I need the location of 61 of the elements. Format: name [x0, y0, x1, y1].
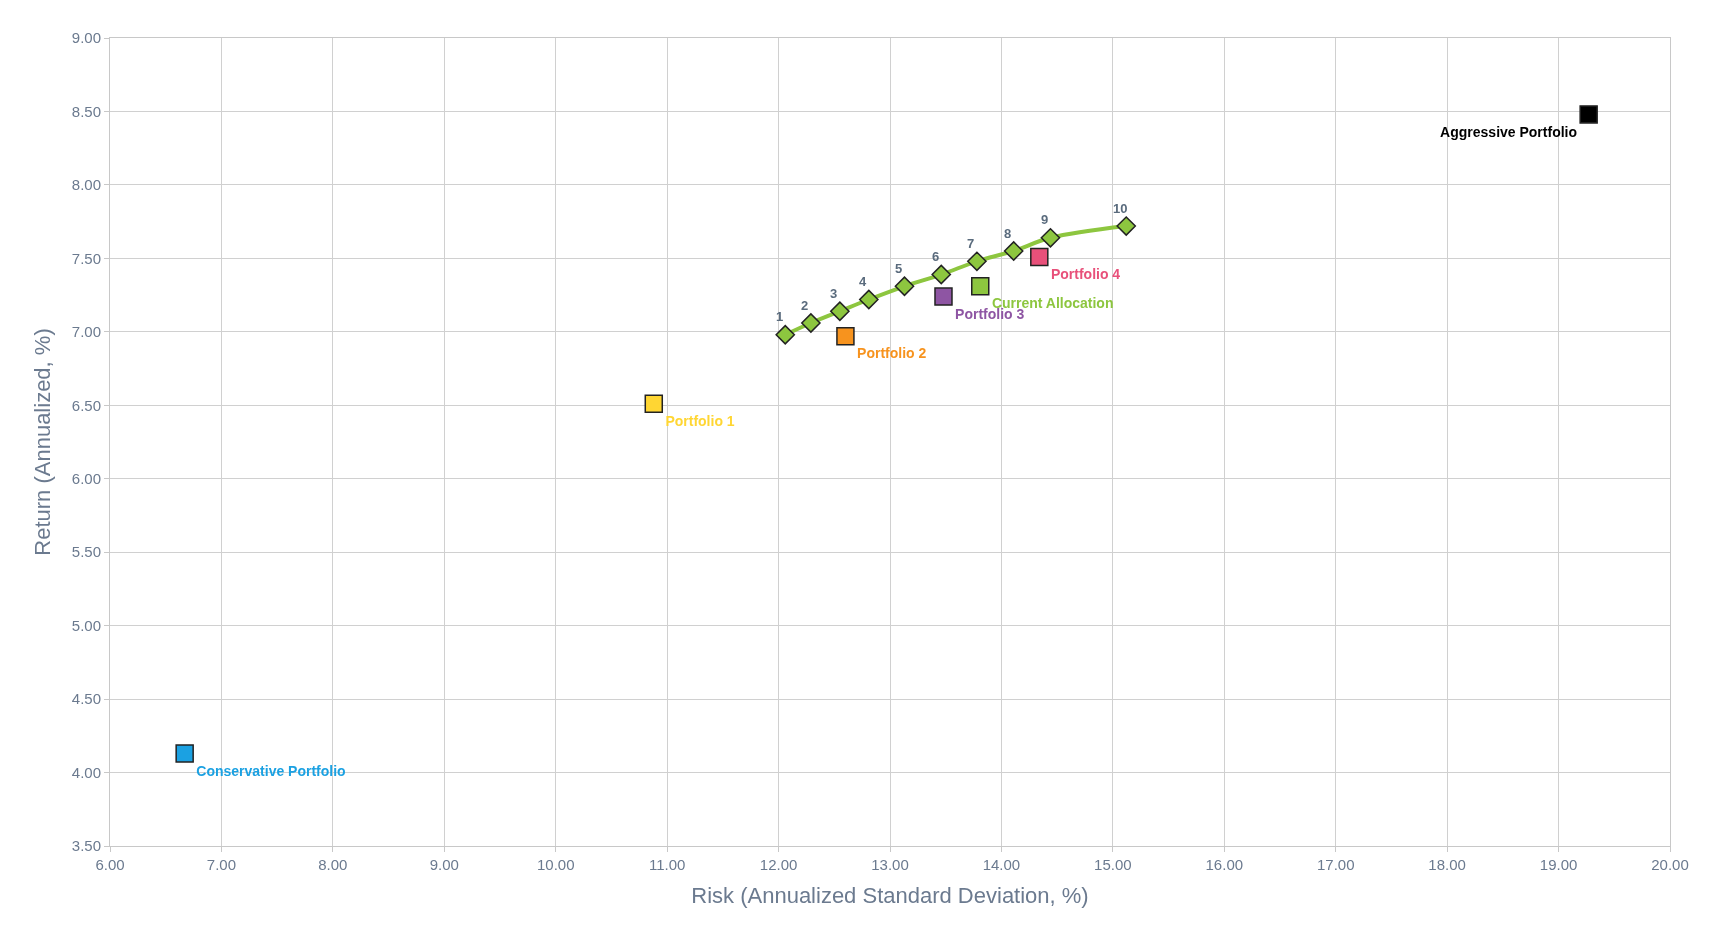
- y-tick-label: 5.50: [71, 543, 101, 561]
- x-tick-label: 14.00: [982, 856, 1021, 873]
- series-label: Portfolio 1: [665, 412, 735, 429]
- annotation: 8: [1004, 226, 1012, 241]
- annotation: 1: [776, 309, 784, 324]
- annotation: 3: [830, 286, 838, 301]
- series-label: Portfolio 2: [857, 345, 927, 362]
- x-tick-label: 13.00: [871, 856, 909, 873]
- y-tick-label: 6.00: [71, 469, 101, 487]
- annotation: 5: [895, 261, 903, 276]
- y-tick-label: 4.50: [71, 690, 101, 708]
- point: [836, 326, 855, 346]
- x-axis-title: Risk (Annualized Standard Deviation, %): [691, 882, 1089, 908]
- series-label: Portfolio 4: [1050, 266, 1121, 283]
- y-tick-label: 7.50: [71, 249, 101, 267]
- x-tick-label: 18.00: [1428, 856, 1466, 873]
- y-tick-label: 8.50: [71, 102, 101, 120]
- point: [967, 251, 987, 272]
- x-tick-label: 11.00: [648, 856, 686, 873]
- y-tick-label: 4.00: [71, 763, 101, 781]
- x-tick-label: 7.00: [206, 856, 237, 873]
- x-tick-label: 17.00: [1316, 856, 1355, 873]
- y-tick-label: 8.00: [71, 176, 101, 194]
- point: [1579, 105, 1598, 124]
- x-tick-label: 8.00: [318, 856, 348, 873]
- point: [801, 313, 821, 333]
- point: [971, 277, 990, 296]
- point: [1040, 227, 1061, 248]
- x-tick-label: 20.00: [1651, 856, 1689, 873]
- x-tick-label: 19.00: [1539, 856, 1578, 873]
- y-tick-label: 5.00: [71, 616, 101, 634]
- point: [775, 324, 796, 345]
- y-tick-label: 3.50: [71, 837, 101, 855]
- y-tick-label: 6.50: [71, 396, 101, 414]
- x-tick-label: 6.00: [95, 856, 125, 873]
- point: [894, 276, 915, 297]
- series-label: Aggressive Portfolio: [1440, 123, 1578, 140]
- annotation: 6: [932, 249, 940, 264]
- point: [644, 394, 664, 414]
- x-tick-label: 10.00: [536, 856, 575, 873]
- point: [934, 287, 953, 306]
- annotation: 7: [967, 236, 975, 251]
- annotation: 10: [1113, 201, 1128, 216]
- y-tick-label: 7.00: [71, 323, 101, 341]
- x-tick-label: 16.00: [1205, 856, 1244, 873]
- point: [1003, 241, 1024, 261]
- y-axis-title: Return (Annualized, %): [29, 328, 55, 556]
- x-tick-label: 12.00: [759, 856, 798, 873]
- y-tick-label: 9.00: [71, 29, 101, 47]
- series-label: Conservative Portfolio: [196, 762, 346, 779]
- x-tick-label: 9.00: [429, 856, 459, 873]
- annotation: 4: [859, 274, 867, 289]
- point: [830, 301, 850, 322]
- point: [1116, 216, 1137, 236]
- point: [931, 264, 952, 285]
- annotation: 9: [1041, 212, 1049, 227]
- point: [1030, 247, 1049, 267]
- annotation: 2: [801, 298, 809, 313]
- x-tick-label: 15.00: [1094, 856, 1132, 873]
- point: [858, 289, 879, 310]
- point: [175, 744, 194, 763]
